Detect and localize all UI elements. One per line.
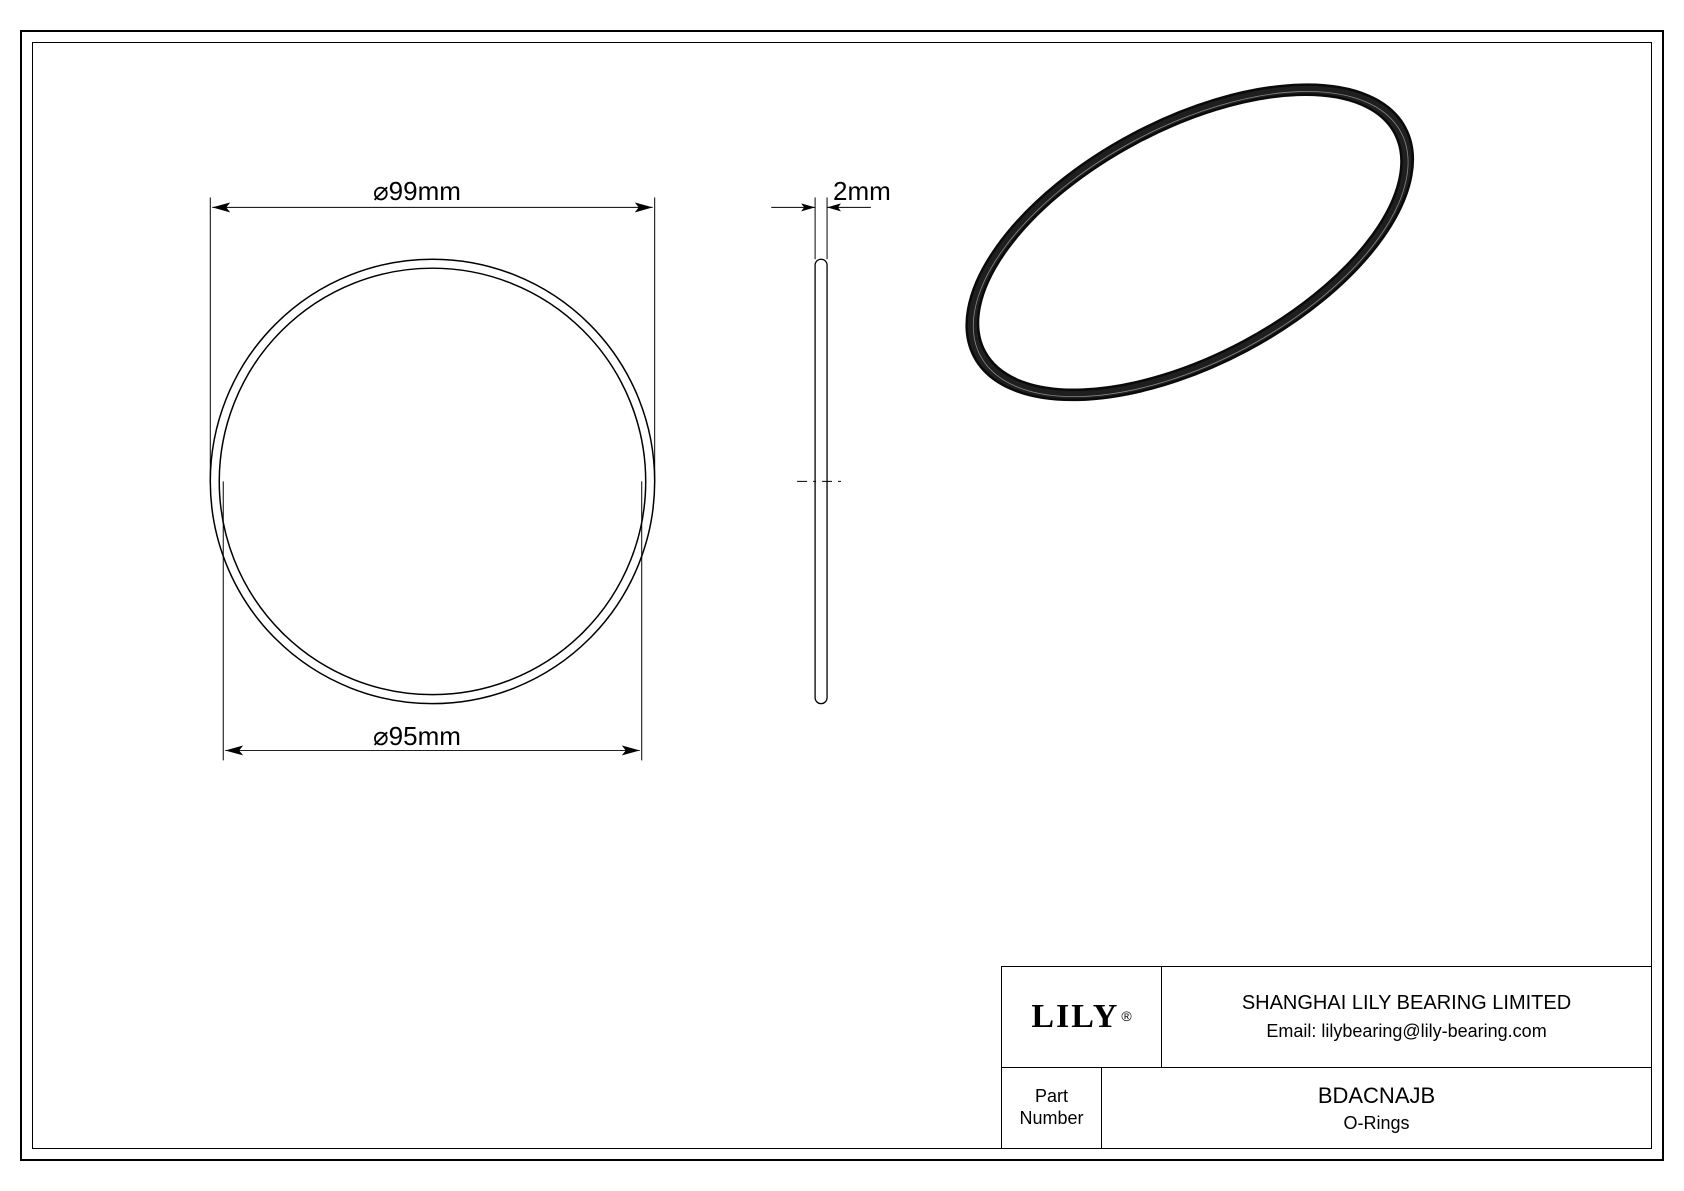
side-view: [797, 259, 845, 703]
logo: LILY®: [1031, 998, 1131, 1036]
outer-circle: [210, 259, 654, 703]
outer-diameter-dimension: [210, 197, 654, 481]
title-block: LILY® SHANGHAI LILY BEARING LIMITED Emai…: [1001, 966, 1651, 1148]
part-value-cell: BDACNAJB O-Rings: [1102, 1068, 1651, 1148]
company-name: SHANGHAI LILY BEARING LIMITED: [1242, 992, 1571, 1015]
registered-mark: ®: [1121, 1008, 1131, 1024]
part-label-line2: Number: [1019, 1108, 1083, 1130]
title-block-row-bottom: Part Number BDACNAJB O-Rings: [1002, 1068, 1651, 1148]
inner-circle: [219, 268, 645, 694]
thickness-label: 2mm: [833, 176, 891, 207]
drawing-border-inner: ⌀99mm ⌀95mm 2mm LILY® SHANGHAI LILY BEAR…: [32, 42, 1652, 1149]
drawing-border-outer: ⌀99mm ⌀95mm 2mm LILY® SHANGHAI LILY BEAR…: [20, 30, 1664, 1161]
company-cell: SHANGHAI LILY BEARING LIMITED Email: lil…: [1162, 967, 1651, 1067]
inner-diameter-label: ⌀95mm: [373, 721, 461, 752]
logo-cell: LILY®: [1002, 967, 1162, 1067]
part-number: BDACNAJB: [1318, 1083, 1435, 1109]
title-block-row-top: LILY® SHANGHAI LILY BEARING LIMITED Emai…: [1002, 967, 1651, 1068]
part-label-cell: Part Number: [1002, 1068, 1102, 1148]
iso-view: [917, 43, 1463, 465]
logo-text: LILY: [1031, 998, 1119, 1035]
inner-diameter-dimension: [223, 481, 641, 760]
part-description: O-Rings: [1343, 1113, 1409, 1134]
part-label-line1: Part: [1035, 1086, 1068, 1108]
front-view: [210, 259, 654, 703]
outer-diameter-label: ⌀99mm: [373, 176, 461, 207]
company-email: Email: lilybearing@lily-bearing.com: [1266, 1021, 1546, 1042]
